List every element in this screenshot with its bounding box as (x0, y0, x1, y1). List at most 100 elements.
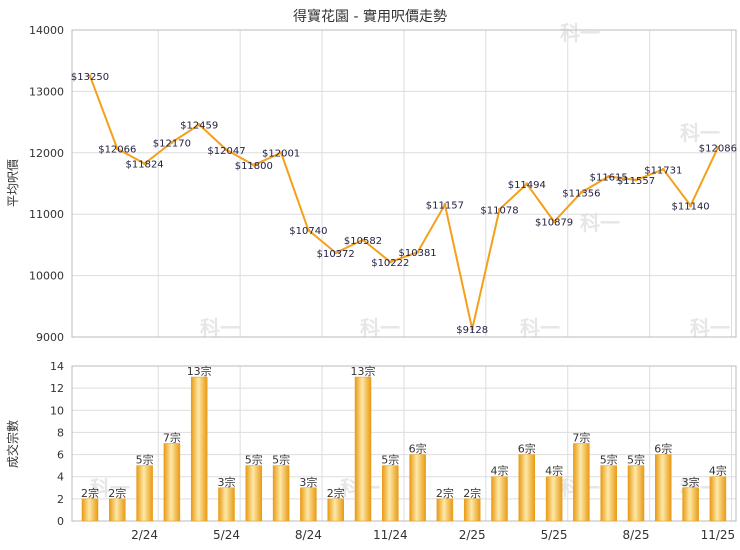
price-data-label: $11557 (617, 176, 655, 187)
price-point (279, 151, 283, 155)
price-point (661, 167, 665, 171)
watermark-text: 科一 (690, 316, 730, 340)
volume-bar (627, 465, 645, 522)
price-data-label: $10372 (317, 249, 355, 260)
price-point (443, 203, 447, 207)
line-y-tick-label: 11000 (29, 208, 64, 221)
bar-data-label: 3宗 (299, 475, 317, 489)
bar-data-label: 5宗 (381, 453, 399, 467)
bar-data-label: 13宗 (187, 364, 212, 378)
price-point (716, 146, 720, 150)
bar-y-tick-label: 2 (57, 493, 64, 506)
price-point (552, 220, 556, 224)
volume-bar (300, 487, 317, 522)
chart-title: 得寶花園 - 實用呎價走勢 (293, 8, 447, 25)
x-tick-label: 2/24 (131, 528, 158, 542)
bar-data-label: 3宗 (682, 475, 700, 489)
bar-y-axis-label: 成交宗數 (5, 420, 20, 468)
bar-data-label: 6宗 (518, 442, 536, 456)
price-data-label: $12001 (262, 149, 300, 160)
volume-bar (81, 498, 99, 522)
bar-data-label: 5宗 (245, 453, 263, 467)
price-point (689, 204, 693, 208)
volume-bar (382, 465, 399, 522)
price-point (525, 182, 529, 186)
bar-data-label: 4宗 (491, 464, 509, 478)
bar-data-label: 2宗 (108, 486, 126, 500)
bar-data-label: 2宗 (436, 486, 454, 500)
price-data-label: $11824 (126, 160, 164, 171)
bar-y-tick-label: 10 (50, 404, 64, 417)
bar-data-label: 4宗 (709, 464, 727, 478)
volume-bar (709, 476, 727, 522)
bar-data-label: 7宗 (163, 431, 181, 445)
price-point (143, 162, 147, 166)
watermark-text: 科一 (680, 121, 720, 145)
price-point (388, 260, 392, 264)
watermark-text: 科一 (360, 316, 400, 340)
volume-bar (190, 376, 208, 522)
bar-y-tick-label: 12 (50, 382, 64, 395)
x-tick-label: 5/25 (541, 528, 568, 542)
volume-bar (545, 476, 563, 522)
price-data-label: $11157 (426, 201, 464, 212)
tick-layer: 14000 13000 12000 11000 10000 9000 14 12 10 8 6 4 2 0… (29, 24, 735, 542)
price-point (170, 140, 174, 144)
price-data-label: $11140 (672, 202, 710, 213)
volume-bar (327, 498, 344, 522)
price-data-label: $11800 (235, 161, 273, 172)
bar-data-label: 2宗 (327, 486, 345, 500)
bar-y-tick-label: 6 (57, 449, 64, 462)
price-data-label: $12459 (180, 121, 218, 132)
x-tick-label: 11/24 (373, 528, 408, 542)
price-data-label: $13250 (71, 72, 109, 83)
watermark-text: 科一 (520, 316, 560, 340)
price-data-label: $10222 (371, 258, 409, 269)
volume-bar (163, 443, 181, 522)
price-point (579, 190, 583, 194)
bar-series: 2宗 2宗 5宗 7宗 13宗 3宗 5宗 5宗 3宗 2宗 13宗 5宗 6宗 2宗 2宗 4宗 6宗 4宗 7宗… (81, 364, 727, 522)
volume-bar (463, 498, 481, 522)
volume-bar (682, 487, 699, 522)
bar-data-label: 6宗 (654, 442, 672, 456)
bar-y-tick-label: 4 (57, 471, 64, 484)
bar-plot-frame (71, 365, 737, 522)
price-data-label: $12086 (699, 144, 737, 155)
price-point (88, 74, 92, 78)
price-point (197, 123, 201, 127)
price-point (361, 238, 365, 242)
bar-data-label: 13宗 (351, 364, 376, 378)
volume-bar (655, 454, 672, 522)
price-point (252, 163, 256, 167)
price-data-label: $11356 (562, 188, 600, 199)
watermark-text: 科一 (90, 476, 130, 500)
volume-bar (354, 376, 372, 522)
line-y-tick-label: 10000 (29, 270, 64, 283)
watermark-text: 科一 (580, 211, 620, 235)
x-tick-label: 8/24 (295, 528, 322, 542)
bar-data-label: 5宗 (136, 453, 154, 467)
volume-bar (218, 487, 235, 522)
price-data-label: $10381 (399, 248, 437, 259)
bar-data-label: 5宗 (272, 453, 290, 467)
price-point (334, 251, 338, 255)
price-point (498, 207, 501, 211)
volume-bar (409, 454, 426, 522)
price-data-label: $11731 (644, 165, 682, 176)
price-data-label: $10740 (289, 226, 327, 237)
price-point (416, 250, 420, 254)
bar-data-label: 4宗 (545, 464, 563, 478)
bar-y-tick-label: 0 (57, 515, 64, 528)
price-data-label: $10582 (344, 236, 382, 247)
bar-data-label: 3宗 (218, 475, 236, 489)
price-point (634, 178, 638, 182)
x-tick-label: 5/24 (213, 528, 240, 542)
price-line (89, 75, 719, 330)
price-data-label: $9128 (456, 325, 488, 336)
watermark-layer: 科一科一科一科一科一科一科一科一科一科一科一 (90, 21, 730, 500)
price-data-label: $11078 (480, 205, 518, 216)
volume-bar (600, 465, 617, 522)
line-y-tick-label: 14000 (29, 24, 64, 37)
price-point (470, 327, 474, 331)
